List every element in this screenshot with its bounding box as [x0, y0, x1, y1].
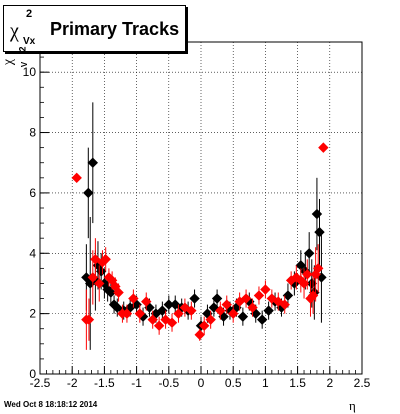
title-chi-symbol: χ — [10, 20, 19, 42]
black-data-point — [237, 311, 249, 322]
x-tick-label: 0.5 — [225, 376, 242, 390]
black-data-point — [303, 248, 315, 259]
timestamp-label: Wed Oct 8 18:18:12 2014 — [4, 400, 98, 409]
x-axis-label: η — [349, 398, 356, 413]
black-data-point — [256, 314, 268, 325]
red-data-point — [247, 302, 258, 313]
y-tick-label: 6 — [29, 186, 36, 200]
red-data-point — [221, 299, 232, 310]
red-data-point — [83, 314, 95, 325]
x-tick-label: -0.5 — [158, 376, 179, 390]
red-data-point — [128, 293, 139, 304]
red-data-point — [318, 142, 329, 153]
black-data-point — [83, 187, 94, 199]
black-data-point — [157, 305, 168, 316]
red-data-point — [215, 305, 226, 316]
red-data-point — [253, 290, 265, 301]
x-tick-label: -2.5 — [30, 376, 51, 390]
y-axis-label-subscript: V — [20, 61, 30, 68]
y-tick-label: 8 — [29, 126, 36, 140]
red-data-point — [260, 284, 271, 295]
red-data-point — [302, 269, 313, 280]
x-tick-label: -1 — [131, 376, 142, 390]
red-data-point — [134, 308, 146, 319]
black-data-point — [87, 157, 99, 168]
chart-title: Primary Tracks — [50, 19, 180, 39]
y-tick-label: 4 — [29, 246, 36, 260]
black-data-point — [189, 293, 200, 304]
red-data-point — [186, 305, 197, 316]
red-data-point — [71, 172, 82, 184]
title-superscript: 2 — [26, 8, 33, 20]
red-data-point — [279, 299, 290, 310]
red-data-point — [113, 287, 124, 298]
x-tick-label: 0 — [198, 376, 205, 390]
chart-title-box: χ 2 Vx Primary Tracks — [3, 5, 186, 52]
x-tick-label: 2 — [326, 376, 333, 390]
red-data-point — [94, 278, 105, 289]
black-data-point — [105, 287, 117, 298]
x-tick-label: -1.5 — [94, 376, 115, 390]
y-axis-label-symbol: χ — [1, 58, 17, 66]
y-tick-label: 2 — [29, 307, 36, 321]
y-tick-label: 0 — [29, 367, 36, 381]
red-data-point — [313, 263, 324, 274]
red-data-point — [199, 320, 210, 331]
red-data-point — [166, 317, 178, 328]
red-data-point — [173, 308, 184, 319]
title-subscript: Vx — [23, 36, 36, 47]
red-data-point — [153, 320, 165, 331]
x-tick-label: 2.5 — [354, 376, 371, 390]
red-data-point — [194, 329, 205, 340]
y-tick-label: 10 — [23, 65, 37, 79]
black-data-point — [263, 305, 274, 316]
red-data-point — [147, 314, 158, 325]
red-data-point — [90, 254, 101, 265]
red-data-point — [227, 308, 239, 319]
red-data-point — [100, 254, 111, 265]
red-data-point — [141, 296, 152, 307]
black-data-point — [282, 290, 294, 301]
x-tick-label: -2 — [67, 376, 78, 390]
x-tick-label: 1.5 — [289, 376, 306, 390]
y-axis-label-superscript: 2 — [17, 46, 28, 52]
red-data-point — [121, 308, 133, 319]
red-data-point — [240, 293, 252, 304]
x-tick-label: 1 — [262, 376, 269, 390]
red-data-point — [205, 314, 216, 325]
y-axis-label: χ 2 V — [1, 42, 29, 82]
black-data-point — [211, 293, 223, 304]
